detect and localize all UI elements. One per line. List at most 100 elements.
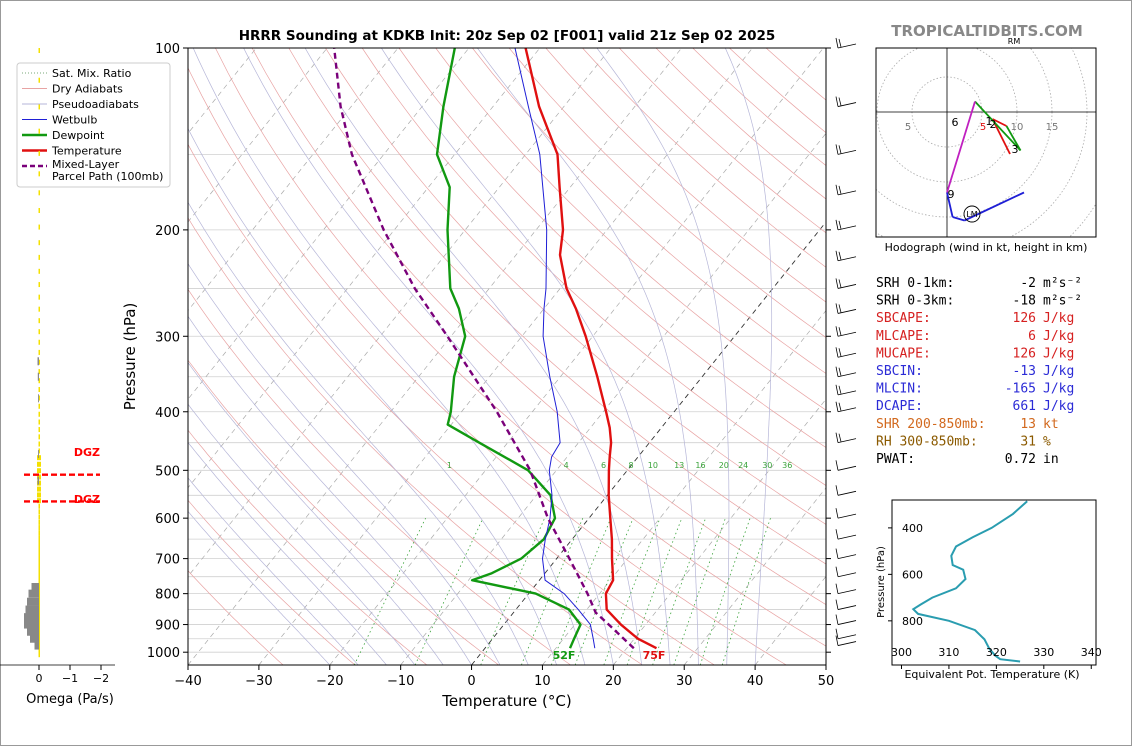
wind-barb-flag: [835, 548, 839, 559]
omega-bar-yellow: [38, 240, 40, 246]
param-value: -2: [1020, 276, 1036, 291]
hodo-segment: [974, 100, 1022, 152]
dry-adiabat: [435, 48, 826, 411]
param-unit: J/kg: [1043, 346, 1074, 361]
wind-barb: [835, 508, 857, 519]
omega-bar-yellow: [38, 596, 40, 602]
mixing-ratio-label: 10: [648, 461, 658, 470]
legend-label: Pseudoadiabats: [52, 98, 139, 111]
wind-barb-flag: [835, 635, 839, 646]
theta-e-line: [911, 500, 1028, 663]
hodo-height-label: 2: [990, 118, 997, 131]
param-name: SHR 200-850mb:: [876, 417, 986, 432]
wind-barb-staff: [837, 554, 857, 559]
omega-bar: [27, 597, 39, 606]
wind-barb-flag: [835, 583, 839, 594]
wind-barb-staff: [837, 331, 857, 337]
legend-label-line: Temperature: [51, 145, 122, 158]
wind-barb-flag: [835, 384, 839, 395]
wind-barb-flag: [835, 37, 839, 49]
wind-barb-flag: [835, 303, 839, 314]
wind-barb-flag: [835, 460, 839, 471]
omega-bar-yellow: [38, 294, 40, 300]
hodograph-plot: 5 5 10 15 12 3 6 9 LM: [876, 48, 1096, 237]
param-name: MLCAPE:: [876, 329, 931, 344]
omega-bar-yellow: [38, 190, 40, 196]
omega-bar-yellow: [38, 592, 40, 598]
wind-barb-flag: [835, 566, 839, 577]
wind-barb-flag: [835, 614, 839, 625]
dry-adiabat: [215, 48, 826, 647]
omega-bar-yellow: [38, 387, 40, 393]
omega-bar-yellow: [38, 378, 40, 384]
legend-label-line: Dry Adiabats: [52, 83, 123, 96]
isotherm-line: [188, 48, 682, 665]
omega-bar-yellow: [38, 576, 40, 582]
omega-bar-yellow: [38, 128, 40, 134]
dgz-label-bottom: DGZ: [74, 493, 100, 506]
omega-bar-yellow: [38, 622, 40, 628]
omega-bar-yellow: [38, 441, 40, 447]
isotherm-line: [825, 664, 826, 665]
omega-bar-yellow: [38, 639, 40, 645]
omega-bar-yellow: [38, 503, 40, 509]
y-tick-label: 200: [155, 224, 180, 239]
wind-barb-staff: [837, 634, 857, 640]
hodograph-caption: Hodograph (wind in kt, height in km): [885, 241, 1088, 254]
dry-adiabat: [508, 48, 826, 338]
mixing-ratio-label: 8: [628, 461, 633, 470]
wind-barb: [835, 485, 857, 496]
theta-e-y-tick-label: 800: [902, 615, 923, 628]
dry-adiabat: [288, 48, 826, 565]
mixing-ratio-line: [521, 518, 584, 665]
omega-bar-yellow: [37, 468, 41, 474]
hodo-segment: [946, 101, 976, 193]
wind-barb-flag: [835, 250, 839, 261]
skewt-plot-area: [188, 48, 826, 665]
isotherm-line: [329, 48, 824, 665]
legend-label-line: Mixed-Layer: [52, 158, 120, 171]
wind-barb-flag: [838, 304, 842, 313]
hodo-segment: [991, 118, 1011, 155]
wind-barb: [835, 401, 857, 413]
hodo-segment: [946, 192, 954, 218]
parcel-path-line: [333, 48, 635, 650]
pseudoadiabat: [188, 362, 444, 665]
wind-barb: [835, 37, 857, 49]
hodo-height-label: 1: [986, 115, 993, 128]
hodo-rm-label: RM: [1008, 37, 1021, 46]
legend-label-line: Pseudoadiabats: [52, 98, 139, 111]
omega-bar-yellow: [38, 611, 40, 617]
param-unit: J/kg: [1043, 382, 1074, 397]
param-name: SRH 0-3km:: [876, 294, 954, 309]
omega-bar: [31, 583, 39, 592]
omega-bar-yellow: [38, 395, 40, 401]
chart-title: HRRR Sounding at KDKB Init: 20z Sep 02 […: [239, 28, 776, 44]
omega-bar-yellow: [38, 539, 40, 545]
wetbulb-line: [514, 48, 596, 649]
hodo-height-label: 6: [952, 116, 959, 129]
theta-e-y-title: Pressure (hPa): [876, 546, 887, 618]
omega-bar-yellow: [38, 411, 40, 417]
wind-barb-flag: [835, 529, 839, 540]
surface-temp-label: 75F: [643, 649, 666, 662]
wind-barb-flag: [835, 184, 839, 195]
mixing-ratio-line: [550, 518, 612, 665]
param-name: SRH 0-1km:: [876, 276, 954, 291]
dry-adiabat: [325, 48, 826, 525]
wind-barb-staff: [837, 620, 857, 625]
wind-barb-flag: [835, 628, 839, 639]
wind-barb-flag: [835, 432, 839, 443]
wind-barb-flag: [835, 401, 839, 412]
dry-adiabat: [188, 217, 643, 665]
pseudoadiabat: [381, 48, 671, 665]
param-unit: J/kg: [1043, 399, 1074, 414]
param-value: 661: [1013, 399, 1036, 414]
param-value: 126: [1013, 346, 1036, 361]
wind-barb-flag: [835, 326, 839, 337]
dry-adiabat: [188, 67, 787, 665]
wind-barb-staff: [837, 534, 857, 540]
hodo-height-label: 9: [948, 188, 955, 201]
x-tick-label: −20: [316, 674, 343, 689]
